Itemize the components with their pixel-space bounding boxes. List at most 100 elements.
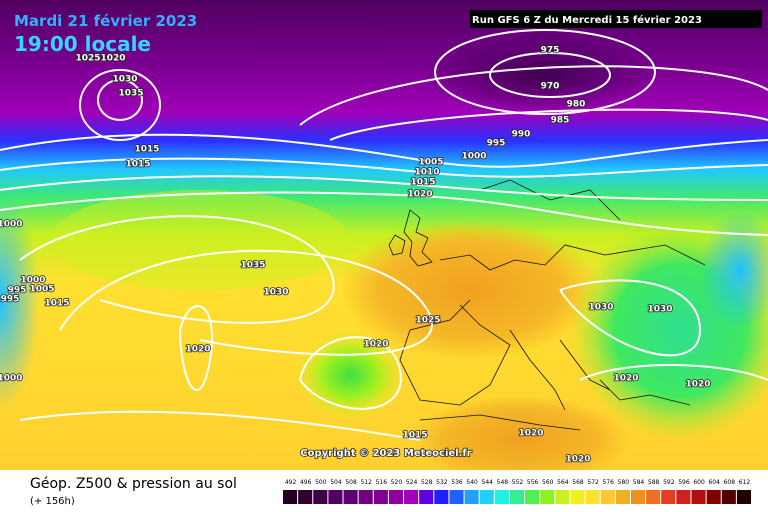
color-swatch (298, 490, 313, 504)
scale-label: 604 (708, 479, 720, 486)
scale-label: 524 (406, 479, 418, 486)
color-swatch (494, 490, 509, 504)
isobar-label: 995 (487, 139, 506, 149)
scale-label: 492 (285, 479, 297, 486)
color-swatch (706, 490, 721, 504)
isobar-label: 985 (551, 116, 570, 126)
isobar-label: 1020 (565, 455, 590, 465)
scale-label: 532 (436, 479, 448, 486)
color-swatch (343, 490, 358, 504)
isobar-label: 1015 (134, 145, 159, 155)
scale-label: 596 (678, 479, 690, 486)
scale-label: 512 (360, 479, 372, 486)
isobar-label: 1035 (240, 261, 265, 271)
scale-label: 568 (572, 479, 584, 486)
isobar-label: 1010 (414, 168, 439, 178)
color-swatch (479, 490, 494, 504)
scale-label: 516 (376, 479, 388, 486)
scale-label: 576 (603, 479, 615, 486)
scale-label: 588 (648, 479, 660, 486)
isobar-label: 1035 (118, 89, 143, 99)
color-swatch (540, 490, 555, 504)
scale-label: 544 (482, 479, 494, 486)
copyright: Copyright © 2023 Meteociel.fr (300, 448, 471, 459)
isobar-label: 1015 (402, 431, 427, 441)
forecast-time: 19:00 locale (14, 32, 151, 56)
forecast-date: Mardi 21 février 2023 (14, 12, 197, 30)
isobar-label: 1000 (0, 220, 23, 230)
color-swatch (404, 490, 419, 504)
color-swatch (691, 490, 706, 504)
scale-label: 560 (542, 479, 554, 486)
isobar-label: 1020 (407, 190, 432, 200)
isobar-label: 980 (567, 100, 586, 110)
scale-label: 528 (421, 479, 433, 486)
isobar-label: 1020 (685, 380, 710, 390)
color-swatch (646, 490, 661, 504)
isobar-label: 1000 (20, 276, 45, 286)
scale-label: 580 (618, 479, 630, 486)
scale-label: 508 (345, 479, 357, 486)
scale-label: 612 (739, 479, 751, 486)
isobar-label: 1020 (613, 374, 638, 384)
isobar-label: 1020 (185, 345, 210, 355)
scale-label: 504 (330, 479, 342, 486)
isobar-label: 1030 (588, 303, 613, 313)
isobar-label: 1020 (363, 340, 388, 350)
color-swatch (570, 490, 585, 504)
isobar-label: 1015 (410, 178, 435, 188)
coastlines (388, 179, 706, 431)
isobar-label: 1025 (75, 54, 100, 64)
color-swatch (283, 490, 298, 504)
color-swatch (373, 490, 388, 504)
scale-label: 540 (466, 479, 478, 486)
color-swatch (736, 490, 751, 504)
scale-label: 552 (512, 479, 524, 486)
color-swatch (585, 490, 600, 504)
run-info: Run GFS 6 Z du Mercredi 15 février 2023 (472, 14, 702, 26)
color-swatch (676, 490, 691, 504)
run-box (470, 10, 762, 28)
color-swatch (388, 490, 404, 504)
isobar-label: 970 (541, 82, 560, 92)
isobar-label: 1000 (0, 374, 23, 384)
scale-label: 496 (300, 479, 312, 486)
map-field (0, 0, 768, 485)
scale-label: 536 (451, 479, 463, 486)
color-swatch (328, 490, 343, 504)
isobar-label: 1000 (461, 152, 486, 162)
isobar-label: 1030 (112, 75, 137, 85)
scale-label: 608 (724, 479, 736, 486)
isobar-label: 1020 (100, 54, 125, 64)
isobar-label: 1015 (125, 160, 150, 170)
isobar-label: 1030 (647, 305, 672, 315)
lead-time: (+ 156h) (30, 496, 75, 507)
color-swatch (313, 490, 328, 504)
scale-label: 500 (315, 479, 327, 486)
isobars (0, 29, 768, 441)
color-swatch (600, 490, 615, 504)
color-swatch (434, 490, 449, 504)
isobar-label: 995 (8, 286, 27, 296)
color-swatch (721, 490, 736, 504)
isobar-labels: 9759709809859909951000100510101015102010… (0, 45, 711, 466)
color-swatch (419, 490, 434, 504)
color-swatch (630, 490, 646, 504)
color-swatch (509, 490, 525, 504)
isobar-label: 1030 (263, 288, 288, 298)
scale-label: 520 (391, 479, 403, 486)
scale-label: 572 (587, 479, 599, 486)
isobar-label: 995 (1, 295, 20, 305)
scale-label: 556 (527, 479, 539, 486)
isobar-label: 1005 (29, 285, 54, 295)
isobar-label: 975 (541, 46, 560, 56)
scale-label: 600 (693, 479, 705, 486)
scale-label: 592 (663, 479, 675, 486)
isobar-label: 1015 (44, 299, 69, 309)
color-swatch (615, 490, 630, 504)
color-swatch (555, 490, 570, 504)
color-scale: 492 496 500 504 508 512 516 520 524 528 532 536 540 5… (283, 479, 751, 504)
